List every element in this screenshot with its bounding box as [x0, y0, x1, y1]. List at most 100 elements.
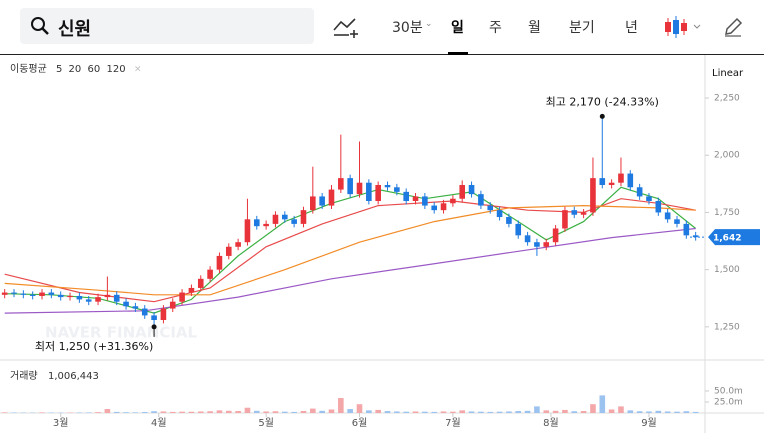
- legend-close: ×: [134, 65, 142, 75]
- candle-body: [253, 219, 260, 227]
- candle-body: [169, 301, 176, 309]
- volume-bar: [169, 411, 176, 413]
- period-tab[interactable]: 주: [489, 20, 502, 36]
- period-tab[interactable]: 월: [528, 20, 541, 36]
- candle-body: [113, 294, 120, 302]
- volume-bar: [207, 411, 213, 413]
- indicator-icon[interactable]: [333, 16, 359, 38]
- x-tick-label: 5월: [258, 417, 274, 429]
- volume-bar: [95, 412, 101, 413]
- candle-body: [468, 184, 475, 195]
- period-tab[interactable]: 년: [625, 20, 638, 36]
- candle-body: [207, 269, 213, 279]
- volume-bar: [300, 411, 307, 413]
- period-tab[interactable]: 30분: [392, 20, 423, 36]
- candle-body: [132, 306, 139, 309]
- dropdown-arrow: ⌄: [425, 19, 433, 29]
- candle-body: [562, 210, 568, 229]
- volume-bar: [683, 411, 690, 413]
- volume-bar: [263, 411, 269, 413]
- candle-body: [151, 315, 157, 320]
- candle-body: [263, 223, 269, 227]
- volume-bar: [151, 411, 157, 413]
- volume-bar: [431, 411, 438, 413]
- chart-type-icon[interactable]: [664, 16, 704, 38]
- candle-body: [506, 217, 512, 224]
- volume-bar: [515, 411, 522, 413]
- ma-legend-entry: 20: [69, 64, 82, 75]
- candle-body: [76, 295, 83, 300]
- candle-body: [524, 235, 531, 243]
- volume-bar: [394, 411, 400, 413]
- moving-average-line: [4, 198, 696, 303]
- draw-icon[interactable]: [723, 17, 743, 37]
- period-tab[interactable]: 분기: [569, 20, 595, 36]
- candle-body: [356, 182, 363, 195]
- search-box[interactable]: 신원: [20, 8, 314, 44]
- candle-body: [608, 182, 615, 185]
- volume-bar: [366, 410, 372, 413]
- candle-body: [450, 198, 456, 204]
- candle-body: [216, 255, 223, 270]
- candle-body: [20, 293, 27, 295]
- volume-bar: [646, 411, 652, 413]
- candle-body: [328, 189, 335, 206]
- volume-bar: [534, 406, 540, 413]
- stock-name: 신원: [58, 19, 92, 40]
- volume-bar: [356, 404, 363, 413]
- volume-bar: [216, 410, 223, 413]
- candle-body: [459, 184, 466, 199]
- candle-body: [412, 196, 419, 202]
- candle-body: [11, 292, 17, 294]
- candle-body: [95, 297, 101, 302]
- candle-body: [543, 242, 550, 247]
- volume-bar: [599, 395, 606, 413]
- volume-bar: [141, 412, 148, 413]
- volume-bar: [328, 409, 335, 413]
- x-tick-label: 6월: [352, 417, 368, 429]
- y-tick-label: 1,500: [714, 265, 740, 275]
- volume-bar: [580, 411, 587, 413]
- volume-bar: [291, 411, 297, 413]
- volume-bar: [225, 410, 232, 413]
- y-tick-label: 1,250: [714, 322, 740, 332]
- x-tick-label: 4월: [151, 417, 167, 429]
- candle-body: [48, 292, 55, 295]
- candle-body: [104, 294, 111, 298]
- candle-body: [67, 295, 73, 298]
- candle-body: [375, 184, 381, 202]
- period-tab[interactable]: 일: [451, 20, 464, 36]
- candle-body: [478, 194, 484, 206]
- ma-legend-title: 이동평균: [10, 63, 47, 75]
- candle-body: [655, 201, 662, 213]
- candle-body: [347, 178, 353, 195]
- candle-body: [57, 294, 64, 298]
- volume-bar: [655, 410, 662, 413]
- candle-body: [141, 308, 148, 316]
- volume-bar: [347, 409, 353, 413]
- chart: NAVER FINANCIAL 이동평균 5 20 60 120 × Linear 1,250 1…: [0, 55, 764, 433]
- candle-body: [692, 235, 699, 238]
- volume-bar: [104, 409, 111, 413]
- candle-body: [160, 308, 167, 320]
- watermark: NAVER FINANCIAL: [45, 324, 198, 342]
- volume-tick-label: 50.0m: [714, 386, 743, 396]
- volume-bar: [627, 410, 634, 413]
- volume-title: 거래량: [10, 370, 38, 382]
- candle-body: [636, 187, 643, 197]
- candle-body: [188, 287, 195, 293]
- y-tick-label: 2,250: [714, 94, 740, 104]
- ma-legend-entry: 60: [88, 64, 101, 75]
- candle-body: [627, 173, 634, 188]
- y-tick-label: 1,750: [714, 208, 740, 218]
- candle-body: [403, 191, 409, 202]
- volume-bar: [636, 411, 643, 413]
- candle-body: [291, 219, 297, 224]
- volume-bar: [39, 412, 45, 413]
- volume-tick-label: 25.0m: [714, 397, 743, 407]
- volume-bar: [272, 411, 279, 413]
- candle-body: [244, 219, 251, 243]
- search-icon: [31, 17, 49, 35]
- volume-bar: [188, 411, 195, 413]
